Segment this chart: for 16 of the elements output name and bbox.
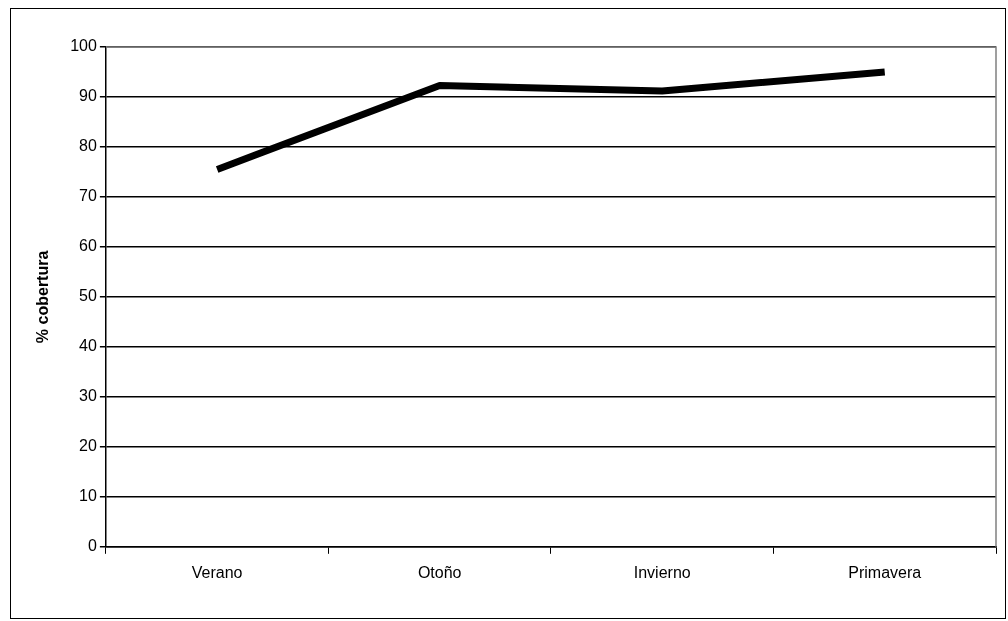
y-tick-label: 0: [87, 537, 97, 555]
y-tick-label: 40: [79, 337, 97, 355]
y-tick-label: 80: [79, 137, 97, 155]
x-tick-label: Otoño: [417, 563, 462, 581]
y-tick-label: 60: [79, 237, 97, 255]
y-tick-label: 30: [79, 387, 97, 405]
y-tick-label: 10: [79, 487, 97, 505]
y-tick-label: 20: [79, 437, 97, 455]
y-tick-label: 90: [79, 87, 97, 105]
y-tick-label: 100: [70, 37, 97, 55]
y-tick-label: 50: [79, 287, 97, 305]
x-tick-label: Verano: [191, 563, 243, 581]
y-axis-title: % cobertura: [34, 250, 52, 344]
x-tick-label: Invierno: [633, 563, 691, 581]
x-tick-label: Primavera: [848, 563, 922, 581]
y-tick-label: 70: [79, 187, 97, 205]
